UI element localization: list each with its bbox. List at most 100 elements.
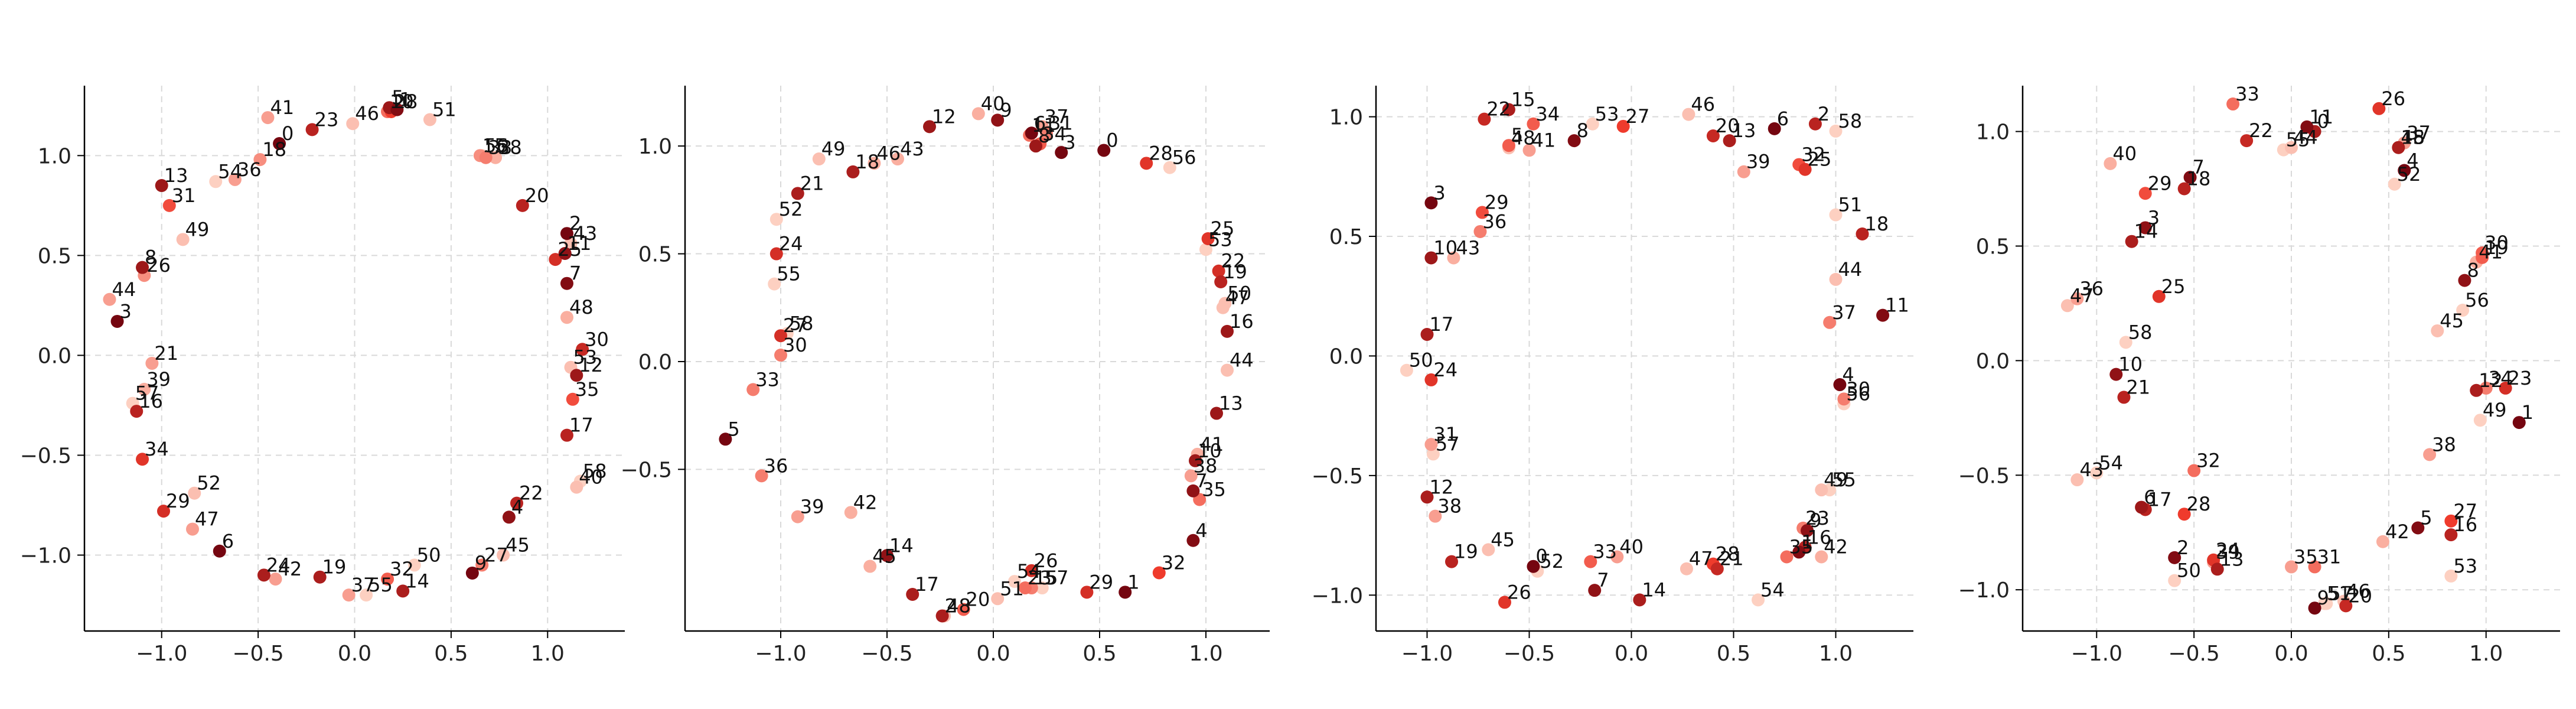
point-label: 51 — [432, 98, 456, 121]
point-label: 45 — [872, 545, 896, 568]
scatter-point — [396, 584, 410, 598]
point-label: 26 — [1507, 581, 1531, 603]
point-label: 32 — [2196, 450, 2220, 472]
scatter-point — [1527, 117, 1540, 131]
scatter-point — [2372, 102, 2386, 115]
scatter-point — [1768, 122, 1781, 135]
scatter-point — [2168, 574, 2182, 587]
point-label: 57 — [1045, 567, 1069, 589]
point-label: 58 — [790, 313, 814, 335]
scatter-panel-1: −1.0 −0.5 0.0 0.5 1.0−1.0−0.50.00.51.0012345… — [20, 86, 625, 666]
point-label: 40 — [579, 466, 603, 489]
point-label: 39 — [1746, 151, 1770, 173]
point-label: 52 — [197, 472, 221, 495]
scatter-point — [560, 311, 573, 324]
point-label: 33 — [2235, 83, 2259, 105]
point-label: 55 — [1832, 469, 1856, 491]
point-label: 43 — [2079, 458, 2104, 481]
y-tick-label: 0.5 — [38, 244, 71, 268]
point-label: 30 — [585, 328, 609, 350]
scatter-point — [2060, 299, 2074, 313]
point-label: 11 — [2309, 106, 2333, 128]
point-label: 14 — [405, 570, 429, 592]
point-label: 7 — [1195, 470, 1207, 492]
point-label: 55 — [777, 263, 801, 285]
point-label: 50 — [2177, 560, 2201, 582]
scatter-point — [1080, 586, 1094, 599]
point-label: 3 — [2148, 206, 2160, 229]
scatter-point — [791, 187, 804, 200]
point-label: 1 — [1127, 571, 1139, 593]
point-label: 57 — [135, 382, 159, 405]
point-label: 42 — [278, 558, 302, 580]
point-label: 6 — [1777, 108, 1789, 130]
point-label: 7 — [569, 262, 581, 285]
scatter-point — [2152, 290, 2166, 303]
scatter-point — [1706, 129, 1720, 143]
y-tick-label: −1.0 — [20, 544, 71, 568]
point-label: 23 — [315, 108, 339, 131]
point-label: 49 — [1824, 469, 1848, 491]
point-label: 3 — [120, 300, 132, 323]
scatter-point — [1008, 575, 1021, 588]
scatter-point — [1586, 117, 1599, 131]
point-label: 45 — [1491, 528, 1515, 551]
scatter-point — [257, 568, 270, 582]
point-label: 4 — [1842, 363, 1854, 386]
point-label: 15 — [482, 134, 507, 157]
scatter-point — [145, 356, 159, 370]
scatter-point — [774, 349, 787, 362]
scatter-point — [2470, 383, 2483, 397]
scatter-point — [2512, 416, 2526, 430]
scatter-point — [957, 603, 970, 616]
point-label: 23 — [1028, 567, 1052, 589]
x-tick-label: −0.5 — [861, 642, 912, 666]
point-label: 45 — [506, 534, 530, 557]
scatter-point — [2285, 141, 2298, 154]
point-label: 14 — [1642, 578, 1666, 601]
scatter-point — [1815, 483, 1828, 497]
scatter-point — [1473, 225, 1487, 238]
x-tick-label: 1.0 — [1189, 642, 1222, 666]
point-label: 35 — [1202, 478, 1226, 500]
scatter-point — [346, 117, 360, 131]
point-label: 11 — [1885, 294, 1909, 317]
point-label: 8 — [145, 246, 156, 269]
scatter-point — [2479, 381, 2493, 395]
scatter-point — [273, 137, 286, 151]
scatter-point — [2226, 97, 2240, 111]
scatter-point — [1097, 144, 1111, 157]
point-label: 5 — [392, 86, 403, 109]
scatter-point — [1035, 581, 1049, 595]
point-label: 21 — [800, 172, 824, 194]
scatter-point — [1424, 373, 1438, 386]
point-label: 4 — [1195, 519, 1207, 542]
point-label: 12 — [932, 105, 956, 128]
point-label: 38 — [498, 136, 522, 159]
point-label: 54 — [1760, 578, 1785, 601]
scatter-point — [1201, 232, 1215, 246]
scatter-point — [2444, 514, 2458, 528]
scatter-point — [1445, 555, 1459, 568]
scatter-point — [863, 560, 877, 573]
point-label: 48 — [947, 594, 971, 617]
point-label: 36 — [1482, 210, 1507, 233]
point-label: 49 — [821, 138, 846, 160]
scatter-point — [2177, 508, 2191, 521]
scatter-point — [1029, 139, 1042, 153]
scatter-point — [576, 343, 589, 356]
point-label: 47 — [2070, 284, 2094, 307]
point-label: 7 — [2193, 156, 2205, 178]
scatter-point — [2183, 171, 2197, 184]
point-label: 32 — [1801, 144, 1825, 166]
point-label: 41 — [1532, 129, 1556, 151]
scatter-point — [1400, 363, 1413, 377]
scatter-point — [155, 179, 168, 193]
scatter-point — [2135, 500, 2148, 514]
scatter-point — [1119, 586, 1132, 599]
scatter-point — [1798, 162, 1812, 176]
point-label: 56 — [2465, 289, 2489, 311]
y-tick-label: −0.5 — [1958, 464, 2010, 488]
x-tick-label: 0.5 — [2372, 642, 2405, 666]
point-label: 34 — [1042, 123, 1067, 145]
